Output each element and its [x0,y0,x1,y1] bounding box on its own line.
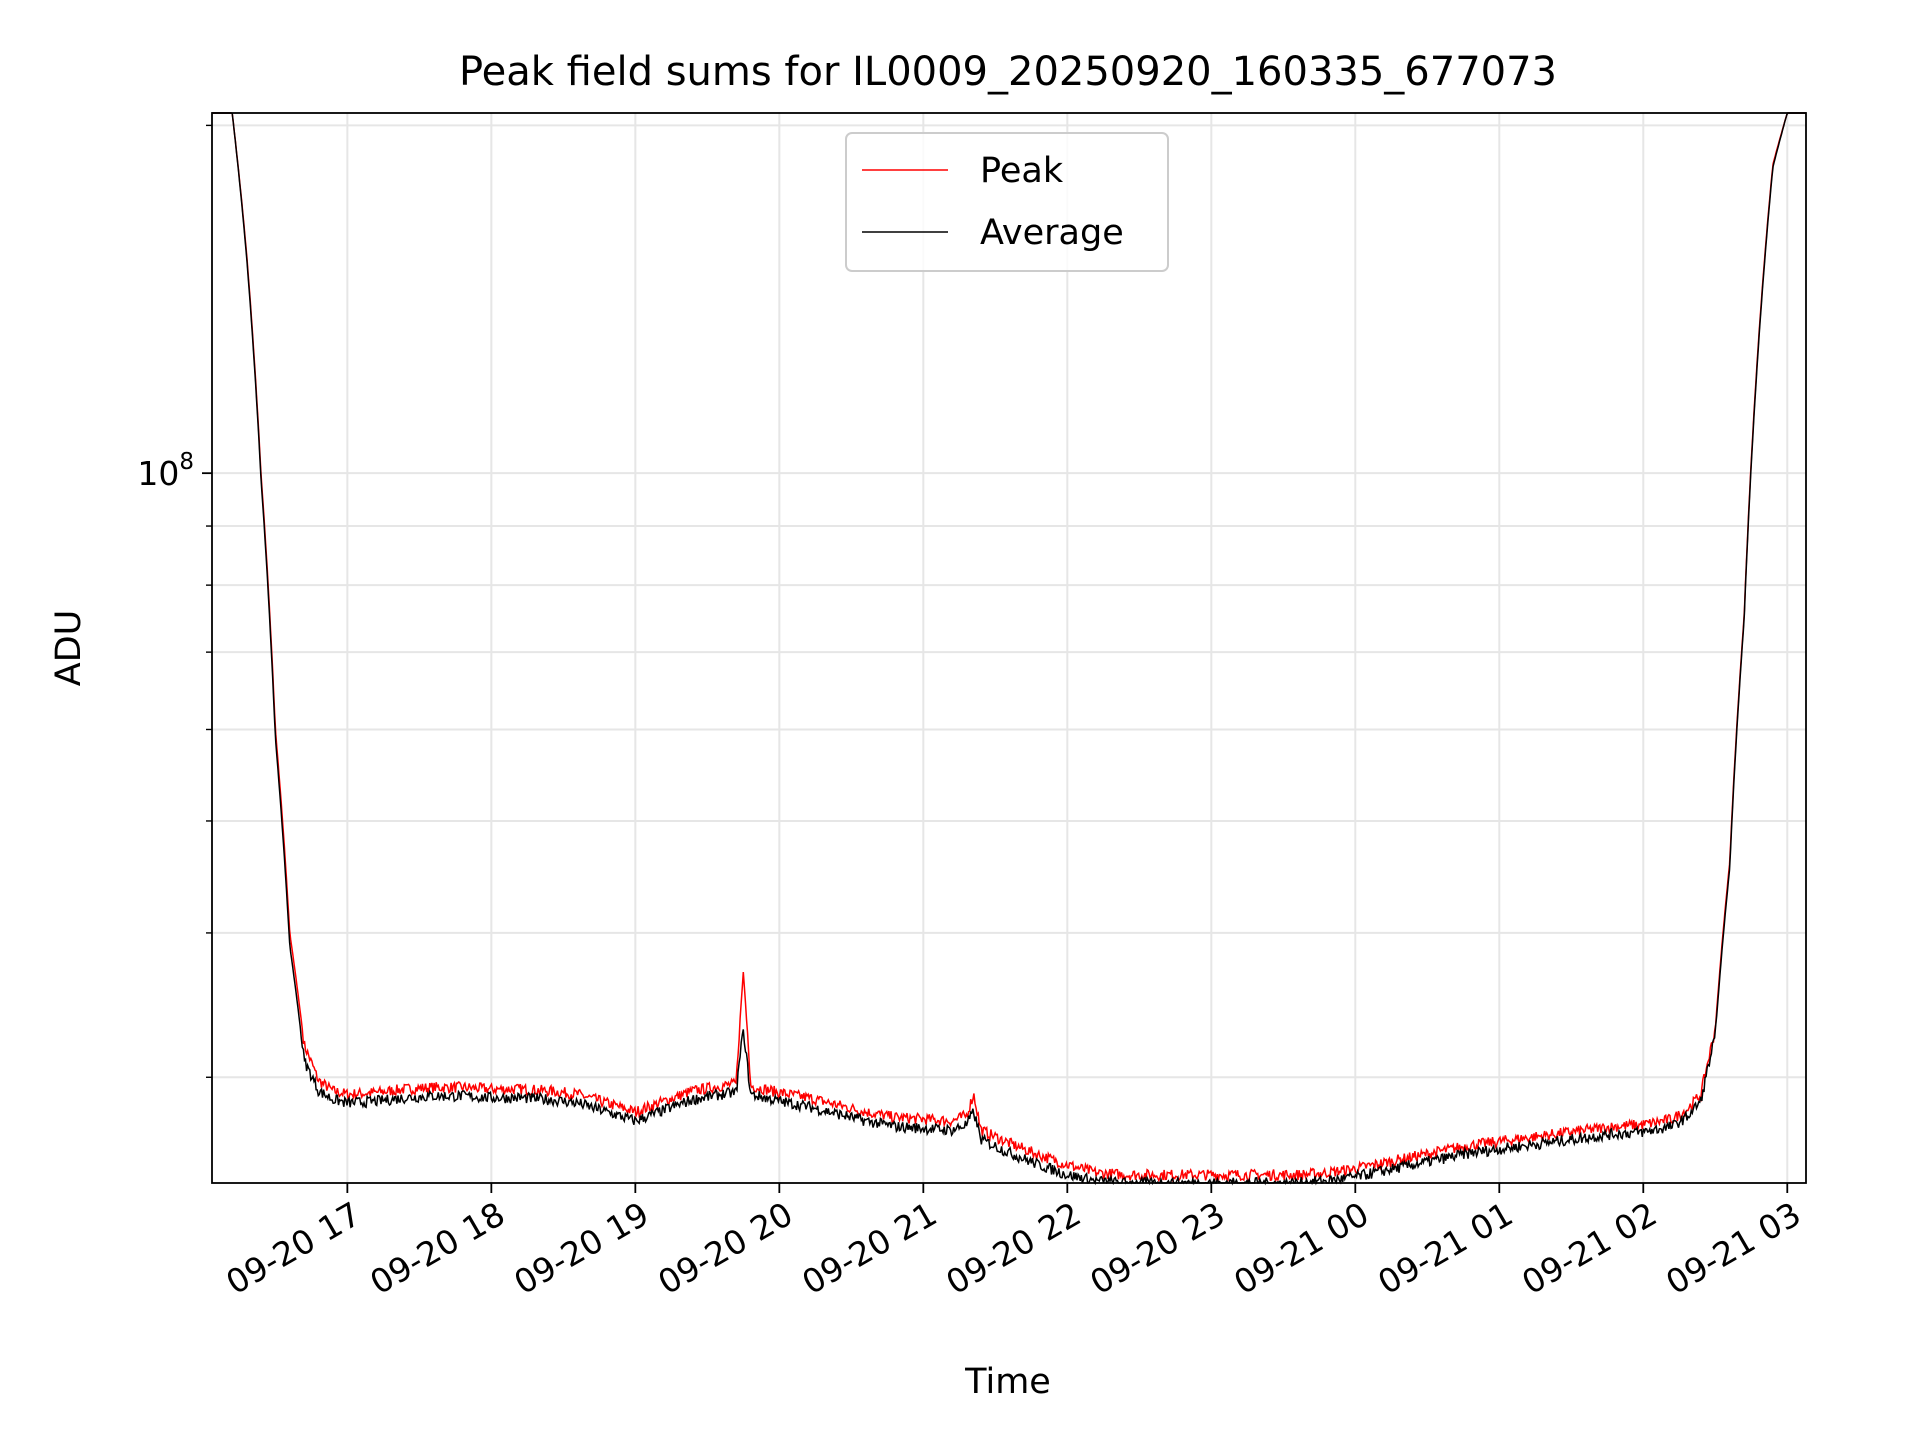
grid [212,113,1806,1183]
series-line-peak [212,112,1806,1183]
series-line-average [212,112,1806,1186]
legend-box [845,132,1169,272]
plot-frame [211,112,1807,1184]
y-tick-label-base: 10 [137,454,179,493]
legend: Peak Average [845,132,1169,272]
x-axis-label: Time [964,1362,1051,1402]
y-axis: 108 [137,124,212,1078]
legend-peak-label: Peak [980,151,1064,191]
y-axis-label: ADU [49,610,89,687]
legend-average-label: Average [980,213,1124,253]
y-tick-label-exponent: 8 [179,449,194,475]
plot-lines [212,112,1806,1186]
y-tick-label: 108 [137,449,194,493]
chart-title: Peak field sums for IL0009_20250920_1603… [459,49,1557,95]
